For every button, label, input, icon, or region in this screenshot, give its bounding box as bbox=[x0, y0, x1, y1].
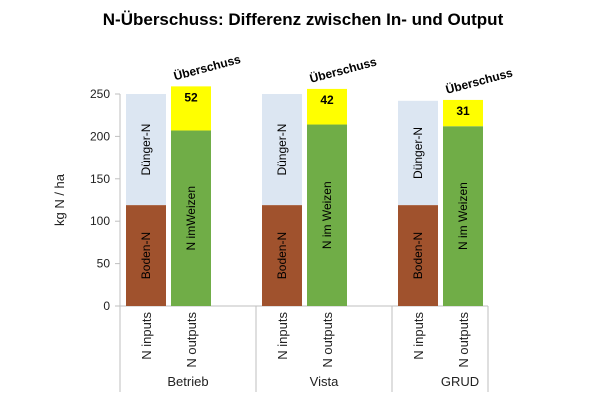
y-tick-label: 0 bbox=[103, 299, 110, 313]
surplus-annotation: Überschuss bbox=[308, 53, 379, 85]
group-label: Vista bbox=[310, 374, 339, 389]
y-tick-label: 150 bbox=[90, 172, 110, 186]
bar-inputs-segment-label: Dünger-N bbox=[275, 124, 289, 176]
x-tick-label-outputs: N outputs bbox=[320, 312, 335, 368]
surplus-value-label: 52 bbox=[184, 90, 198, 104]
bar-outputs-ueberschuss bbox=[171, 86, 211, 131]
bar-outputs-segment-label: N imWeizen bbox=[184, 186, 198, 250]
bar-inputs-segment-label: Boden-N bbox=[139, 232, 153, 279]
x-tick-label-inputs: N inputs bbox=[139, 312, 154, 360]
bar-outputs-n-im-weizen bbox=[307, 124, 347, 306]
chart-bars bbox=[126, 86, 483, 306]
x-tick-label-outputs: N outputs bbox=[184, 312, 199, 368]
bar-inputs-segment-label: Dünger-N bbox=[411, 127, 425, 179]
y-tick-label: 250 bbox=[90, 87, 110, 101]
bar-inputs-segment-label: Boden-N bbox=[411, 232, 425, 279]
bar-inputs-duenger-n bbox=[398, 100, 438, 206]
surplus-annotation: Überschuss bbox=[172, 51, 243, 83]
bar-inputs-boden-n bbox=[262, 205, 302, 306]
group-label: GRUD bbox=[441, 374, 479, 389]
surplus-value-label: 31 bbox=[456, 104, 470, 118]
bar-outputs-n-im-weizen bbox=[443, 126, 483, 306]
bar-inputs-boden-n bbox=[126, 205, 166, 306]
bar-outputs-segment-label: N im Weizen bbox=[456, 182, 470, 250]
chart-title: N-Überschuss: Differenz zwischen In- und… bbox=[102, 10, 504, 29]
x-tick-label-inputs: N inputs bbox=[275, 312, 290, 360]
bar-inputs-duenger-n bbox=[126, 94, 166, 206]
y-axis-label: kg N / ha bbox=[52, 173, 67, 226]
bar-outputs-segment-label: N im Weizen bbox=[320, 181, 334, 249]
surplus-value-label: 42 bbox=[320, 93, 334, 107]
surplus-annotation: Überschuss bbox=[444, 64, 515, 96]
group-label: Betrieb bbox=[167, 374, 208, 389]
bar-inputs-boden-n bbox=[398, 205, 438, 306]
y-tick-label: 200 bbox=[90, 129, 110, 143]
x-tick-label-inputs: N inputs bbox=[411, 312, 426, 360]
y-tick-label: 100 bbox=[90, 214, 110, 228]
bar-outputs-ueberschuss bbox=[307, 88, 347, 125]
chart-axes: 0 50 100 150 200 250 bbox=[90, 87, 489, 392]
y-tick-label: 50 bbox=[97, 257, 111, 271]
bar-inputs-segment-label: Dünger-N bbox=[139, 124, 153, 176]
bar-outputs-n-im-weizen bbox=[171, 130, 211, 306]
bar-inputs-segment-label: Boden-N bbox=[275, 232, 289, 279]
x-tick-label-outputs: N outputs bbox=[456, 312, 471, 368]
bar-outputs-ueberschuss bbox=[443, 99, 483, 127]
bar-inputs-duenger-n bbox=[262, 94, 302, 206]
